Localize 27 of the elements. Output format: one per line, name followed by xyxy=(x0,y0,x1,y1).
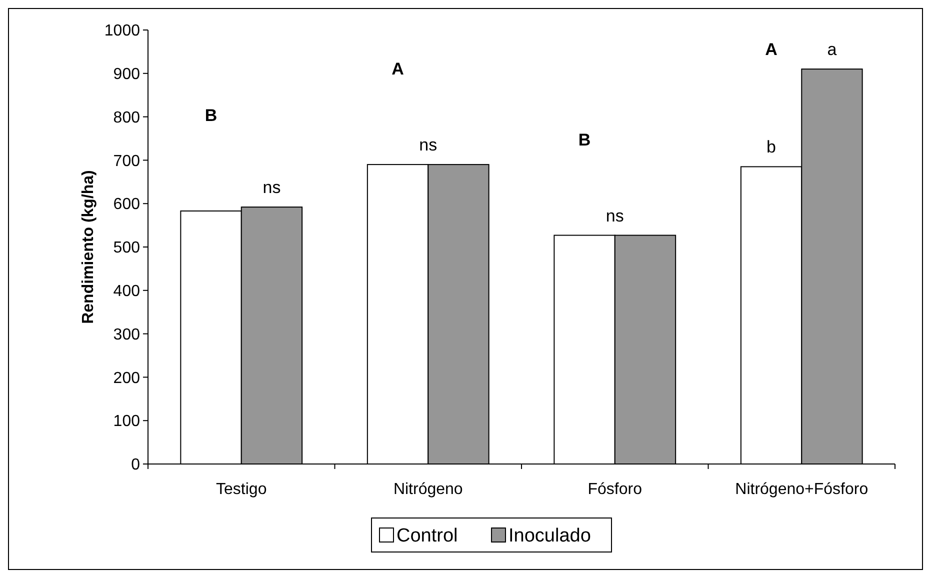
annotation: B xyxy=(204,106,218,125)
annotation: A xyxy=(765,40,778,60)
y-tick-label: 700 xyxy=(113,152,140,170)
annotation: a xyxy=(827,40,838,60)
y-tick-label: 600 xyxy=(113,196,140,214)
legend-label: Control xyxy=(396,526,458,547)
annotation: b xyxy=(766,138,776,157)
y-tick-label: 200 xyxy=(113,370,140,387)
x-tick-label: Testigo xyxy=(216,481,267,498)
annotation: ns xyxy=(262,178,281,198)
x-tick-label: Fósforo xyxy=(588,481,642,498)
y-tick-label: 900 xyxy=(113,66,140,83)
y-tick-label: 400 xyxy=(113,283,140,300)
x-tick-label: Nitrógeno+Fósforo xyxy=(735,481,868,498)
y-tick-label: 100 xyxy=(113,413,140,430)
y-axis-title: Rendimiento (kg/ha) xyxy=(80,170,97,324)
y-tick-label: 1000 xyxy=(104,22,140,40)
y-tick-label: 500 xyxy=(113,240,140,257)
legend-label: Inoculado xyxy=(508,526,591,547)
x-tick-label: Nitrógeno xyxy=(393,481,463,498)
y-tick-label: 0 xyxy=(131,456,140,474)
annotation: B xyxy=(578,130,591,150)
y-tick-label: 800 xyxy=(113,109,140,126)
annotation: ns xyxy=(419,136,438,155)
y-tick-label: 300 xyxy=(113,326,140,344)
annotation: A xyxy=(392,60,404,79)
annotation: ns xyxy=(606,206,624,226)
